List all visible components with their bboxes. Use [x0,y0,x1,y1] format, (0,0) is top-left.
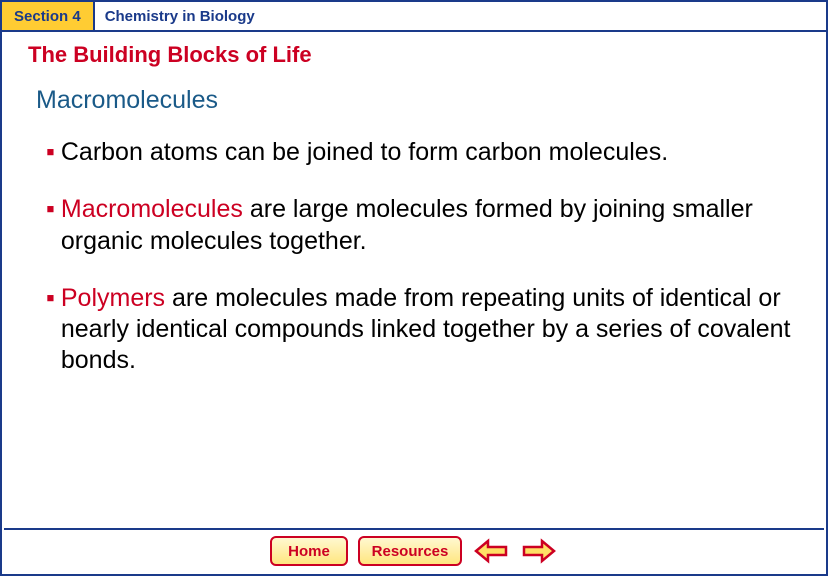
bottom-nav-bar: Home Resources [4,528,824,572]
slide-frame: Section 4 Chemistry in Biology The Build… [0,0,828,576]
sub-heading: Macromolecules [36,86,802,115]
bullet-marker-icon: ▪ [46,194,55,257]
bullet-text: Macromolecules are large molecules forme… [61,194,802,257]
bullet-text: Polymers are molecules made from repeati… [61,283,802,377]
bullet-term: Macromolecules [61,195,243,223]
prev-button[interactable] [472,536,510,566]
section-tab: Section 4 [2,2,95,30]
bullet-marker-icon: ▪ [46,137,55,168]
home-button-label: Home [288,543,330,560]
chapter-title-text: Chemistry in Biology [105,8,255,25]
bullet-term: Polymers [61,284,165,312]
bullet-text: Carbon atoms can be joined to form carbo… [61,137,802,168]
next-button[interactable] [520,536,558,566]
bullet-body: Carbon atoms can be joined to form carbo… [61,138,668,166]
resources-button[interactable]: Resources [358,536,462,566]
bullet-item: ▪ Carbon atoms can be joined to form car… [46,137,802,168]
header-bar: Section 4 Chemistry in Biology [2,2,826,32]
bullet-item: ▪ Macromolecules are large molecules for… [46,194,802,257]
arrow-right-icon [522,537,556,565]
topic-heading: The Building Blocks of Life [28,42,802,68]
chapter-title: Chemistry in Biology [95,2,265,30]
section-label: Section 4 [14,8,81,25]
bullet-body: are molecules made from repeating units … [61,284,791,375]
bullet-marker-icon: ▪ [46,283,55,377]
home-button[interactable]: Home [270,536,348,566]
content-area: The Building Blocks of Life Macromolecul… [2,32,826,530]
bullet-item: ▪ Polymers are molecules made from repea… [46,283,802,377]
arrow-left-icon [474,537,508,565]
resources-button-label: Resources [372,543,449,560]
